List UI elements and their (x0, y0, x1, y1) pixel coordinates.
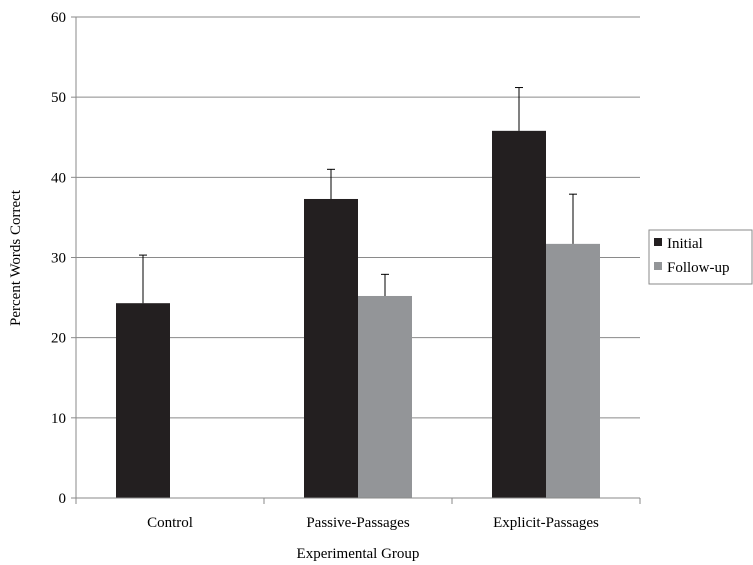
legend-label: Initial (667, 236, 703, 252)
x-tick-label: Passive-Passages (306, 515, 409, 531)
bar-initial (304, 198, 358, 498)
error-bars (139, 87, 577, 304)
y-tick-label: 60 (51, 10, 66, 26)
bar-initial (116, 303, 170, 498)
y-axis-title: Percent Words Correct (8, 189, 24, 326)
x-tick-label: Explicit-Passages (493, 515, 599, 531)
bar-follow-up (358, 295, 412, 498)
x-axis-title: Experimental Group (297, 546, 420, 562)
y-tick-label: 0 (59, 491, 67, 507)
y-tick-label: 30 (51, 251, 66, 267)
legend-swatch (654, 238, 662, 246)
y-tick-label: 20 (51, 331, 66, 347)
y-tick-label: 10 (51, 411, 66, 427)
y-tick-label: 50 (51, 90, 66, 106)
y-axis-ticks: 0 10 20 30 40 50 60 (51, 10, 76, 507)
bar-initial (492, 130, 546, 498)
legend: Initial Follow-up (648, 229, 753, 285)
legend-box (648, 229, 753, 285)
legend-swatch (654, 262, 662, 270)
x-tick-label: Control (147, 515, 193, 531)
x-axis-ticks: Control Passive-Passages Explicit-Passages (75, 498, 641, 531)
legend-label: Follow-up (667, 260, 730, 276)
bars (116, 130, 600, 498)
bar-follow-up (546, 243, 600, 498)
y-tick-label: 40 (51, 170, 66, 186)
